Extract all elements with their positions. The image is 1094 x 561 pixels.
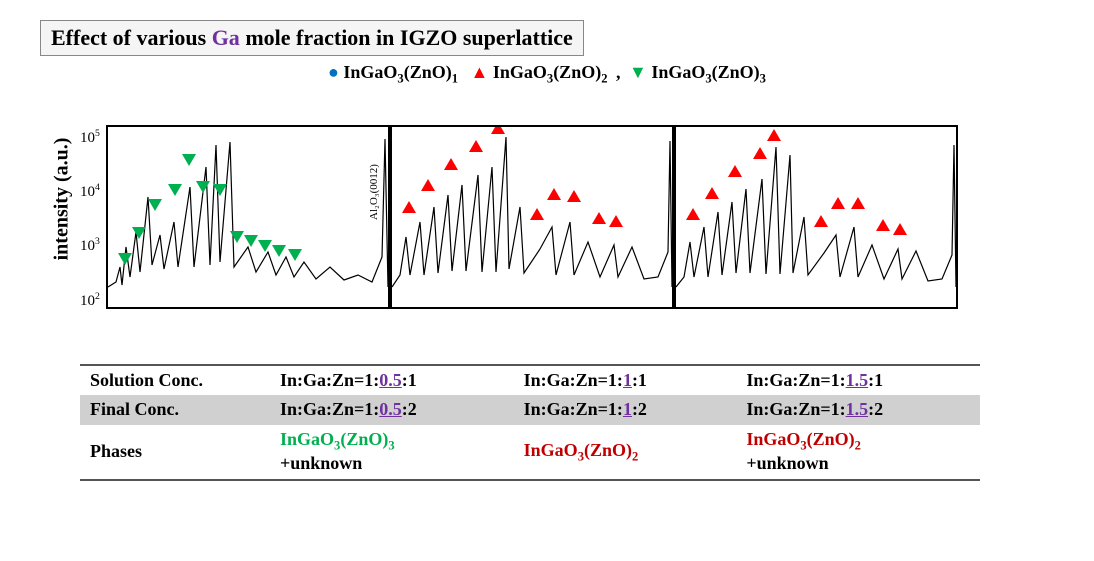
triangle-up-icon [831, 197, 845, 209]
title-ga: Ga [212, 25, 240, 50]
triangle-up-icon [421, 179, 435, 191]
triangle-down-icon [118, 253, 132, 265]
triangle-up-icon [609, 215, 623, 227]
table-cell: In:Ga:Zn=1:1.5:2 [736, 395, 980, 425]
triangle-up-icon [491, 125, 505, 134]
table-row: Solution Conc.In:Ga:Zn=1:0.5:1In:Ga:Zn=1… [80, 365, 980, 396]
triangle-up-icon [567, 190, 581, 202]
triangle-up-icon [686, 208, 700, 220]
triangle-up-icon [814, 215, 828, 227]
x-ticks-3: 20 40 60 80 [676, 308, 956, 309]
x-tick: 40 [769, 308, 784, 309]
row-label: Final Conc. [80, 395, 270, 425]
y-tick: 104 [80, 183, 100, 200]
y-tick: 105 [80, 129, 100, 146]
triangle-up-icon [893, 223, 907, 235]
triangle-up-icon [530, 208, 544, 220]
x-tick: 40 [485, 308, 500, 309]
conc-table: Solution Conc.In:Ga:Zn=1:0.5:1In:Ga:Zn=1… [80, 364, 980, 481]
xrd-panel-1: 20406080 θ-2θ Al₂O₃(0012) [106, 125, 390, 309]
row-label: Phases [80, 425, 270, 480]
triangle-down-icon [272, 245, 286, 257]
chart-row: intensity (a.u.) 105104103102 20406080 θ… [80, 89, 1054, 309]
x-ticks-1: 20 40 60 80 [108, 308, 388, 309]
triangle-down-icon [213, 184, 227, 196]
title-pre: Effect of various [51, 25, 212, 50]
x-tick: 60 [564, 308, 579, 309]
table-cell: InGaO3(ZnO)2+unknown [736, 425, 980, 480]
triangle-up-icon [753, 147, 767, 159]
x-tick: 60 [280, 308, 295, 309]
table-cell: In:Ga:Zn=1:0.5:1 [270, 365, 514, 396]
triangle-up-icon [728, 165, 742, 177]
x-tick: 80 [359, 308, 374, 309]
triangle-up-icon [547, 188, 561, 200]
legend: ● InGaO3(ZnO)1 ▲ InGaO3(ZnO)2 , ▼ InGaO3… [40, 62, 1054, 87]
table-cell: InGaO3(ZnO)3+unknown [270, 425, 514, 480]
legend-circle-icon: ● [328, 62, 339, 82]
x-ticks-2: 20 40 60 80 [392, 308, 672, 309]
triangle-down-icon [258, 240, 272, 252]
triangle-up-icon [592, 212, 606, 224]
triangle-up-icon [876, 219, 890, 231]
x-tick: 80 [643, 308, 658, 309]
y-tick: 102 [80, 292, 100, 309]
title-post: mole fraction in IGZO superlattice [240, 25, 573, 50]
legend-triangle-down-icon: ▼ [629, 62, 647, 82]
legend2: InGaO3(ZnO)2 [493, 62, 608, 82]
x-tick: 20 [690, 308, 705, 309]
triangle-up-icon [705, 187, 719, 199]
figure-title: Effect of various Ga mole fraction in IG… [40, 20, 584, 56]
triangle-up-icon [767, 129, 781, 141]
triangle-up-icon [851, 197, 865, 209]
triangle-up-icon [444, 158, 458, 170]
x-tick: 80 [927, 308, 942, 309]
table-cell: InGaO3(ZnO)2 [514, 425, 737, 480]
xrd-panel-3: 20406080 θ-2θ [674, 125, 958, 309]
triangle-up-icon [402, 201, 416, 213]
triangle-down-icon [168, 184, 182, 196]
triangle-up-icon [469, 140, 483, 152]
x-tick: 40 [201, 308, 216, 309]
x-tick: 60 [848, 308, 863, 309]
x-tick: 20 [122, 308, 137, 309]
xrd-panel-2: 20406080 θ-2θ [390, 125, 674, 309]
triangle-down-icon [244, 235, 258, 247]
triangle-down-icon [288, 249, 302, 261]
y-axis-label: intensity (a.u.) [51, 137, 74, 260]
triangle-down-icon [182, 154, 196, 166]
x-tick: 20 [406, 308, 421, 309]
triangle-down-icon [132, 227, 146, 239]
triangle-down-icon [230, 231, 244, 243]
row-label: Solution Conc. [80, 365, 270, 396]
table-cell: In:Ga:Zn=1:1.5:1 [736, 365, 980, 396]
triangle-down-icon [148, 199, 162, 211]
table-row: PhasesInGaO3(ZnO)3+unknownInGaO3(ZnO)2In… [80, 425, 980, 480]
table-cell: In:Ga:Zn=1:1:1 [514, 365, 737, 396]
table-row: Final Conc.In:Ga:Zn=1:0.5:2In:Ga:Zn=1:1:… [80, 395, 980, 425]
table-cell: In:Ga:Zn=1:1:2 [514, 395, 737, 425]
table-cell: In:Ga:Zn=1:0.5:2 [270, 395, 514, 425]
legend3: InGaO3(ZnO)3 [651, 62, 766, 82]
al2o3-label: Al₂O₃(0012) [368, 164, 380, 220]
triangle-down-icon [196, 181, 210, 193]
y-tick: 103 [80, 237, 100, 254]
legend-triangle-up-icon: ▲ [471, 62, 489, 82]
y-ticks: 105 104 103 102 [80, 129, 100, 309]
legend1: InGaO3(ZnO)1 [343, 62, 458, 82]
